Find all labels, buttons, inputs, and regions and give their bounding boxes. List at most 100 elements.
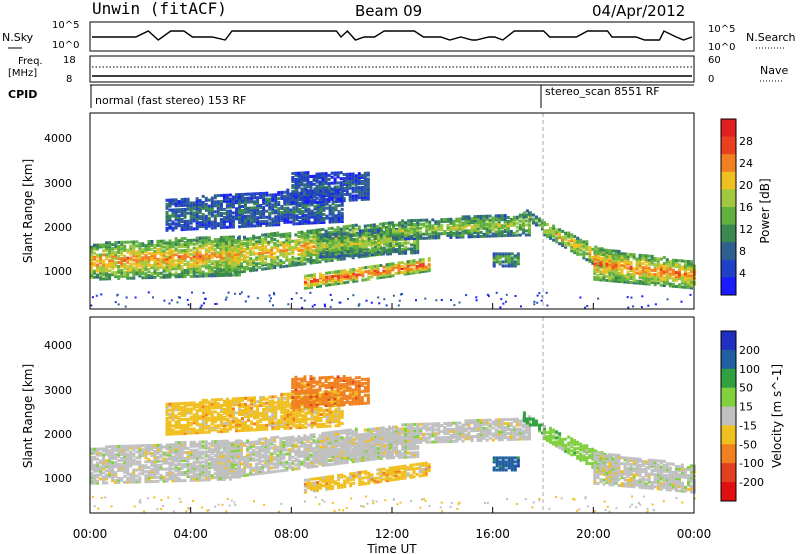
power-cell (201, 274, 205, 278)
power-cell (224, 246, 228, 250)
power-cell (674, 273, 678, 276)
power-cell (345, 192, 349, 196)
power-cell (321, 182, 325, 186)
power-cell (252, 264, 256, 268)
power-cell (327, 185, 331, 189)
power-cell (171, 273, 175, 277)
power-cell (286, 208, 290, 212)
power-cell (129, 244, 133, 248)
power-cell (677, 259, 681, 263)
velocity-cell (105, 469, 109, 473)
velocity-cell (114, 479, 118, 483)
power-cell (221, 242, 225, 246)
power-cell (237, 264, 240, 268)
velocity-cell (159, 453, 163, 457)
power-cell (291, 249, 295, 253)
power-cell (297, 175, 301, 179)
power-cell (213, 238, 217, 242)
power-cell (506, 220, 510, 223)
power-cell (617, 280, 621, 283)
power-cell (306, 191, 310, 195)
power-cell (325, 271, 329, 275)
power-cell (315, 174, 319, 178)
velocity-cell (150, 468, 154, 471)
power-cell (170, 299, 173, 302)
power-cell (241, 198, 244, 202)
power-cell (324, 190, 328, 194)
power-cell (291, 194, 295, 198)
power-cell (304, 221, 308, 225)
power-cell (464, 217, 468, 221)
power-cell (303, 286, 307, 290)
power-cell (412, 267, 416, 271)
power-cell (213, 272, 217, 276)
power-cell (599, 260, 603, 264)
power-cell (216, 210, 220, 214)
power-cell (614, 273, 618, 277)
power-cell (337, 278, 341, 281)
power-cell (427, 265, 431, 269)
power-cell (291, 180, 295, 183)
power-cell (410, 243, 414, 247)
power-cell (297, 231, 301, 234)
power-cell (591, 247, 595, 251)
power-cell (241, 219, 244, 222)
power-cell (339, 185, 343, 189)
velocity-cell (177, 441, 181, 445)
power-cell (234, 267, 237, 271)
power-cell (328, 271, 332, 275)
power-cell (222, 215, 226, 219)
power-cell (99, 271, 103, 275)
power-cell (677, 283, 681, 287)
power-cell (319, 217, 323, 220)
power-cell (653, 281, 657, 285)
power-cell (348, 186, 352, 190)
velocity-cell (123, 444, 127, 448)
velocity-cell (114, 475, 118, 479)
power-cell (608, 273, 612, 277)
power-cell (416, 251, 420, 255)
power-cell (365, 299, 368, 302)
power-cell (546, 304, 549, 307)
power-cell (174, 226, 178, 230)
power-cell (401, 223, 405, 227)
power-cell (303, 197, 307, 201)
power-cell (204, 258, 208, 262)
velocity-cell (120, 444, 124, 448)
power-cell (186, 199, 190, 203)
power-cell (291, 257, 295, 261)
power-cell (632, 269, 636, 273)
power-cell (168, 257, 172, 261)
power-cell (395, 240, 398, 243)
power-cell (398, 227, 401, 231)
power-cell (376, 240, 380, 244)
power-cell (677, 285, 681, 289)
power-cell (322, 220, 326, 224)
power-cell (312, 249, 316, 253)
power-cell (500, 298, 503, 301)
power-cell (159, 247, 163, 251)
power-cell (665, 280, 669, 284)
power-cell (653, 259, 657, 263)
power-cell (250, 194, 254, 198)
power-cell (117, 267, 121, 270)
power-cell (312, 251, 316, 255)
power-cell (289, 200, 293, 204)
power-cell (410, 219, 414, 223)
power-cell (388, 221, 391, 225)
power-cell (360, 188, 364, 191)
power-cell (506, 226, 510, 229)
power-cell (201, 264, 205, 268)
power-cell (401, 225, 405, 229)
power-cell (180, 220, 184, 223)
power-cell (328, 204, 332, 208)
power-cell (342, 189, 346, 192)
power-cell (270, 246, 274, 250)
power-cell (189, 221, 193, 225)
power-cell (271, 207, 275, 211)
power-cell (180, 228, 184, 232)
velocity-cell (93, 481, 96, 485)
power-cell (183, 207, 187, 211)
power-cell (687, 286, 690, 290)
power-cell (446, 226, 450, 229)
